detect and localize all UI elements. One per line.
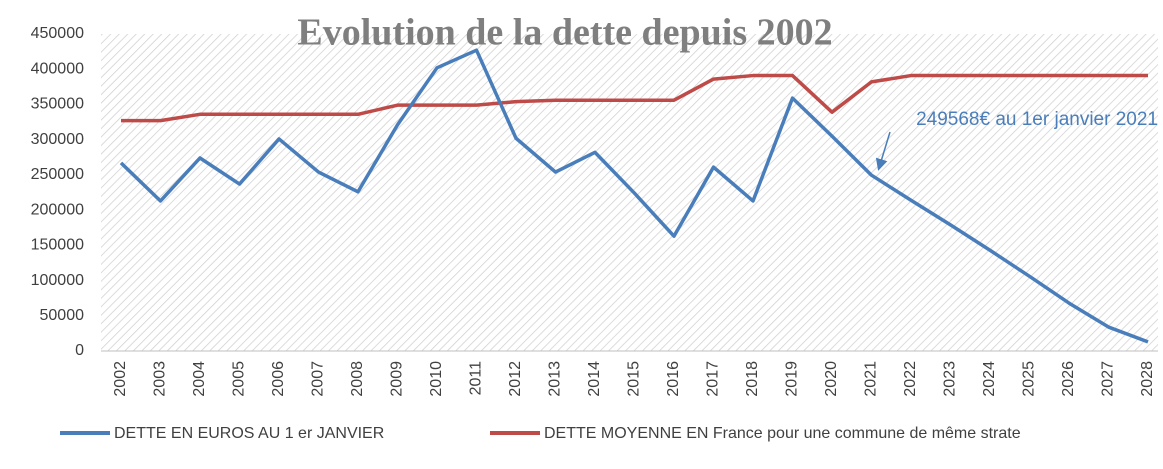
x-tick-label: 2021 [863,361,880,397]
plot-area [101,34,1158,351]
x-tick-label: 2006 [270,361,287,397]
x-tick-label: 2009 [389,361,406,397]
annotation-arrow [875,131,891,171]
x-tick-label: 2007 [310,361,327,397]
line-series [121,73,1148,123]
y-tick-label: 300000 [31,131,84,148]
y-tick-label: 100000 [31,272,84,289]
x-tick-label: 2022 [902,361,919,397]
x-tick-label: 2026 [1060,361,1077,397]
x-tick-label: 2004 [191,361,208,397]
chart-title: Evolution de la dette depuis 2002 [297,12,832,54]
legend-label: DETTE MOYENNE EN France pour une commune… [544,425,1021,442]
y-tick-label: 400000 [31,60,84,77]
x-tick-label: 2024 [981,361,998,397]
x-tick-label: 2011 [468,361,485,396]
y-tick-label: 50000 [40,307,85,324]
y-tick-label: 450000 [31,25,84,42]
x-tick-label: 2020 [823,361,840,397]
annotation: 249568€ au 1er janvier 2021 [916,109,1158,130]
x-tick-label: 2003 [152,361,169,397]
x-tick-label: 2002 [112,361,129,397]
line-series [119,48,1149,344]
x-tick-label: 2016 [665,361,682,397]
legend-label: DETTE EN EUROS AU 1 er JANVIER [114,425,384,442]
x-tick-label: 2025 [1021,361,1038,397]
x-tick-label: 2005 [231,361,248,397]
y-tick-label: 350000 [31,96,84,113]
x-tick-label: 2013 [547,361,564,397]
x-tick-label: 2018 [744,361,761,397]
x-tick-label: 2010 [428,361,445,397]
x-tick-label: 2015 [626,361,643,397]
y-tick-label: 150000 [31,237,84,254]
x-tick-label: 2012 [507,361,524,397]
y-tick-label: 200000 [31,201,84,218]
y-tick-label: 250000 [31,166,84,183]
x-tick-label: 2008 [349,361,366,397]
x-tick-label: 2019 [784,361,801,397]
x-tick-label: 2017 [705,361,722,397]
x-tick-label: 2028 [1139,361,1156,397]
y-tick-label: 0 [75,342,84,359]
x-tick-label: 2014 [586,361,603,397]
x-tick-label: 2027 [1100,361,1117,397]
x-tick-label: 2023 [942,361,959,397]
